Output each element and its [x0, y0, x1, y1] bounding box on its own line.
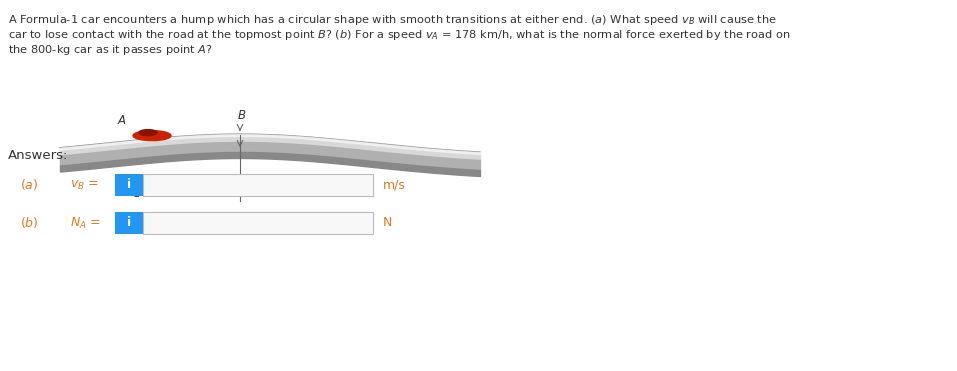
- Text: car to lose contact with the road at the topmost point $B$? $(b)$ For a speed $v: car to lose contact with the road at the…: [8, 28, 790, 42]
- Text: $(a)$: $(a)$: [20, 177, 38, 193]
- Text: N: N: [383, 217, 392, 230]
- FancyBboxPatch shape: [115, 174, 143, 196]
- Ellipse shape: [139, 129, 157, 136]
- Text: A Formula-1 car encounters a hump which has a circular shape with smooth transit: A Formula-1 car encounters a hump which …: [8, 13, 777, 27]
- Text: $N_A$ =: $N_A$ =: [70, 216, 100, 230]
- Text: i: i: [127, 217, 131, 230]
- Ellipse shape: [133, 131, 171, 141]
- FancyBboxPatch shape: [115, 212, 143, 234]
- Text: i: i: [127, 178, 131, 191]
- FancyBboxPatch shape: [143, 212, 373, 234]
- Text: 14.3°: 14.3°: [133, 189, 164, 199]
- Text: m/s: m/s: [383, 178, 406, 191]
- Text: ρ= 293 m: ρ= 293 m: [248, 177, 307, 190]
- FancyBboxPatch shape: [143, 174, 373, 196]
- Text: Answers:: Answers:: [8, 149, 68, 162]
- Text: A: A: [118, 114, 126, 127]
- Text: $v_B$ =: $v_B$ =: [70, 178, 99, 191]
- Text: $(b)$: $(b)$: [20, 216, 38, 230]
- Text: B: B: [238, 109, 246, 122]
- Text: the 800-kg car as it passes point $A$?: the 800-kg car as it passes point $A$?: [8, 43, 213, 57]
